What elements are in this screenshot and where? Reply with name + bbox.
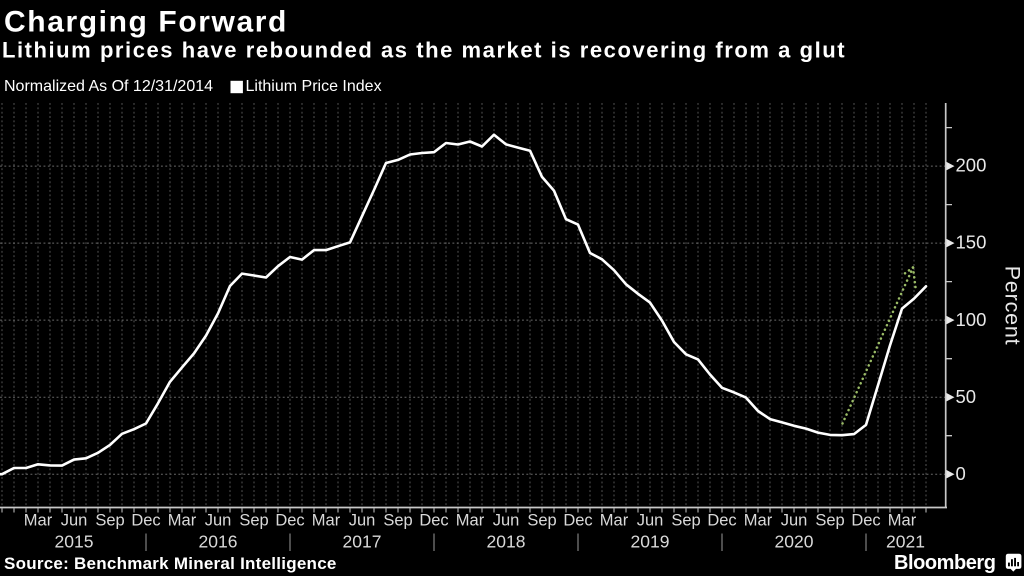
svg-text:Jun: Jun: [781, 512, 808, 530]
svg-text:Mar: Mar: [312, 512, 341, 530]
svg-text:Sep: Sep: [527, 512, 556, 530]
svg-text:0: 0: [956, 463, 966, 484]
svg-text:Mar: Mar: [888, 512, 917, 530]
svg-text:Sep: Sep: [95, 512, 124, 530]
svg-text:50: 50: [956, 386, 977, 407]
svg-text:2021: 2021: [886, 532, 925, 552]
svg-text:Mar: Mar: [24, 512, 53, 530]
svg-text:Percent: Percent: [1001, 266, 1024, 346]
svg-text:Dec: Dec: [707, 512, 736, 530]
svg-text:Lithium Price Index: Lithium Price Index: [246, 78, 382, 95]
svg-text:Sep: Sep: [239, 512, 268, 530]
svg-text:Lithium prices have rebounded: Lithium prices have rebounded as the mar…: [2, 38, 846, 63]
svg-text:Sep: Sep: [383, 512, 412, 530]
svg-text:Bloomberg: Bloomberg: [894, 552, 996, 574]
svg-text:Source: Benchmark Mineral Inte: Source: Benchmark Mineral Intelligence: [4, 554, 337, 573]
svg-text:Charging Forward: Charging Forward: [4, 6, 288, 39]
svg-text:Jun: Jun: [205, 512, 232, 530]
svg-text:2019: 2019: [631, 532, 670, 552]
svg-text:Sep: Sep: [671, 512, 700, 530]
svg-text:Mar: Mar: [744, 512, 773, 530]
svg-text:2018: 2018: [487, 532, 526, 552]
svg-text:Mar: Mar: [600, 512, 629, 530]
svg-text:Dec: Dec: [563, 512, 592, 530]
svg-text:2020: 2020: [775, 532, 814, 552]
svg-text:Mar: Mar: [168, 512, 197, 530]
svg-text:2017: 2017: [343, 532, 382, 552]
svg-text:Dec: Dec: [851, 512, 880, 530]
svg-text:Dec: Dec: [275, 512, 304, 530]
svg-text:2016: 2016: [199, 532, 238, 552]
svg-text:Dec: Dec: [419, 512, 448, 530]
svg-text:150: 150: [956, 232, 987, 253]
svg-text:Jun: Jun: [349, 512, 376, 530]
svg-text:Jun: Jun: [61, 512, 88, 530]
svg-text:Mar: Mar: [456, 512, 485, 530]
svg-text:Dec: Dec: [131, 512, 160, 530]
svg-text:100: 100: [956, 309, 987, 330]
svg-text:Jun: Jun: [637, 512, 664, 530]
svg-text:200: 200: [956, 155, 987, 176]
svg-text:Jun: Jun: [493, 512, 520, 530]
svg-text:2015: 2015: [55, 532, 94, 552]
svg-text:Normalized As Of 12/31/2014: Normalized As Of 12/31/2014: [4, 78, 213, 95]
svg-text:Sep: Sep: [815, 512, 844, 530]
